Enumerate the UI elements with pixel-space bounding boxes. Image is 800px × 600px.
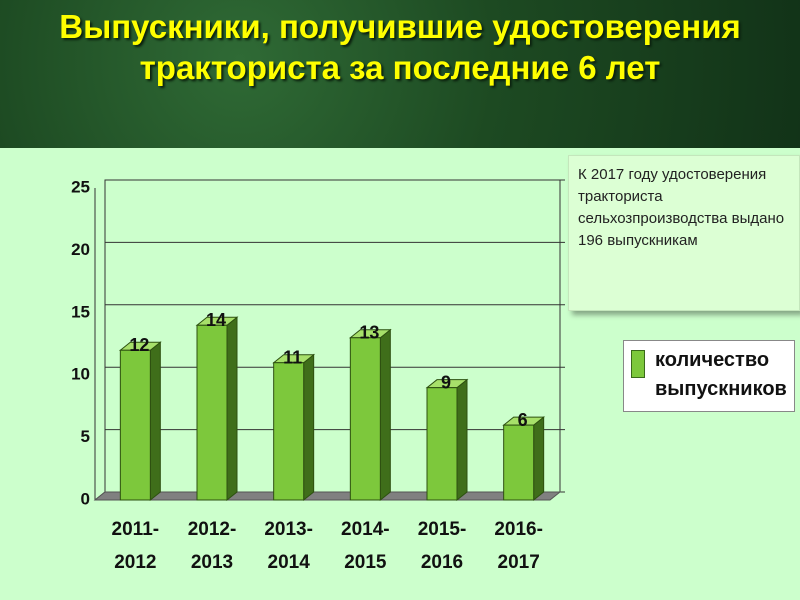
x-tick-label: 2015-2016 (418, 519, 467, 573)
bar-front (196, 324, 228, 501)
chart-title: Выпускники, получившие удостоверения тра… (59, 8, 741, 86)
bar-side (226, 316, 238, 502)
data-label: 11 (283, 347, 302, 367)
bar (348, 328, 392, 502)
bar-side (149, 341, 161, 502)
x-tick-label: 2012-2013 (188, 519, 237, 573)
data-label: 13 (359, 323, 379, 343)
data-label: 9 (441, 372, 451, 392)
y-tick-label: 0 (81, 489, 90, 508)
legend-label: количество выпускников (655, 349, 787, 400)
data-label: 14 (206, 310, 226, 330)
annotation: К 2017 году удостоверения тракториста се… (568, 155, 800, 311)
bar-front (273, 362, 305, 501)
x-tick-label: 2014-2015 (341, 519, 390, 573)
bar (195, 316, 239, 502)
bar-side (303, 353, 315, 502)
y-tick-label: 20 (71, 240, 90, 259)
y-tick-label: 25 (71, 177, 90, 196)
x-tick-label: 2013-2014 (264, 519, 313, 573)
x-tick-label: 2011-2012 (112, 519, 160, 573)
bar-front (349, 337, 381, 501)
bar-front (426, 387, 458, 501)
plot-wall (104, 179, 561, 493)
x-tick-label: 2016-2017 (494, 519, 543, 573)
bar-side (379, 328, 391, 502)
bar (118, 341, 162, 502)
bar (272, 353, 316, 502)
data-label: 6 (518, 410, 528, 430)
bar (502, 416, 546, 502)
data-label: 12 (129, 335, 149, 355)
y-tick-label: 10 (71, 365, 90, 384)
floor (93, 491, 562, 501)
y-tick-label: 15 (71, 302, 90, 321)
bar-front (119, 349, 151, 501)
legend: количество выпускников (623, 340, 795, 412)
bar-side (533, 416, 545, 502)
header (0, 0, 800, 148)
bar-side (456, 378, 468, 502)
legend-swatch (631, 350, 645, 378)
bar (425, 378, 469, 502)
bar-front (503, 424, 535, 501)
y-tick-label: 5 (81, 427, 90, 446)
